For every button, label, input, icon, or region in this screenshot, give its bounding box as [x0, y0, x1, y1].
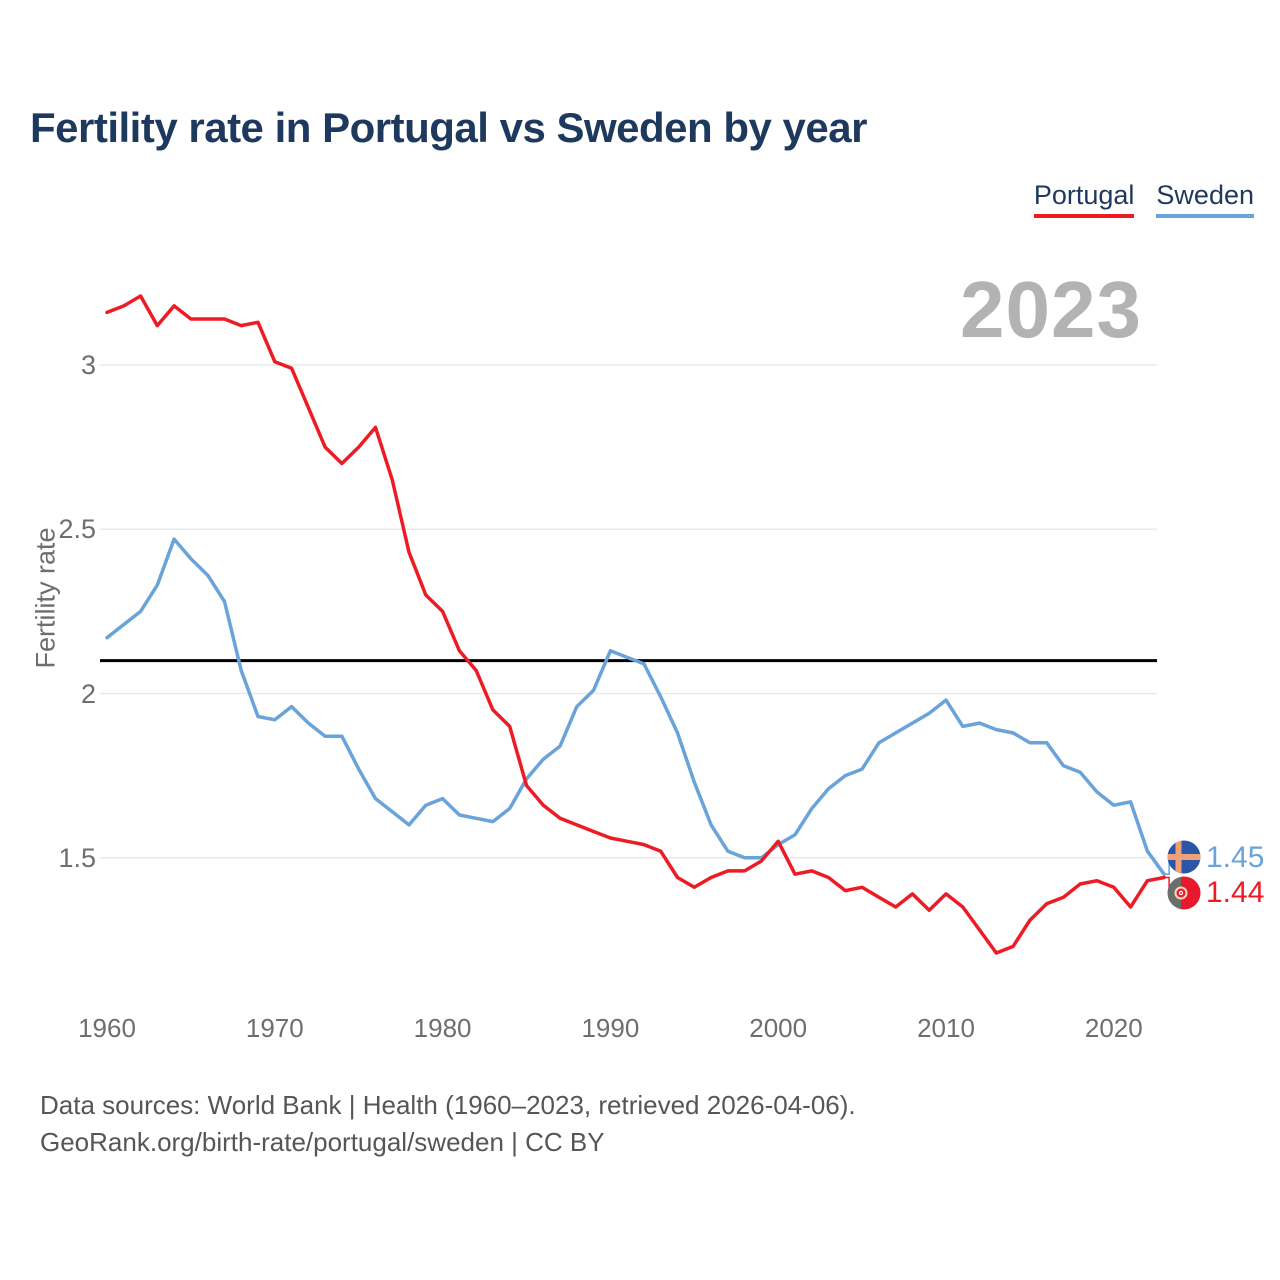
sweden-line	[105, 537, 1166, 876]
sweden-flag-icon	[1167, 840, 1201, 874]
legend-item-sweden[interactable]: Sweden	[1156, 180, 1254, 218]
legend-underline-portugal	[1033, 213, 1135, 218]
portugal-line	[105, 294, 1166, 955]
footer-sources: Data sources: World Bank | Health (1960–…	[40, 1090, 856, 1120]
page-title: Fertility rate in Portugal vs Sweden by …	[30, 104, 867, 151]
x-tick-label: 1980	[413, 1013, 472, 1043]
y-tick-label: 1.5	[58, 842, 96, 873]
portugal-flag-icon	[1167, 876, 1201, 910]
x-tick-label: 2010	[917, 1013, 975, 1043]
legend: Portugal Sweden	[1033, 180, 1254, 218]
x-tick-label: 2000	[749, 1013, 808, 1043]
watermark-year: 2023	[960, 265, 1142, 354]
x-tick-label: 2020	[1084, 1013, 1143, 1043]
x-tick-label: 1960	[78, 1013, 136, 1043]
end-value-sweden: 1.45	[1206, 841, 1265, 874]
footer-attribution: GeoRank.org/birth-rate/portugal/sweden |…	[40, 1127, 605, 1157]
footer: Data sources: World Bank | Health (1960–…	[40, 1087, 856, 1161]
y-tick-label: 2.5	[58, 514, 96, 545]
legend-label-sweden: Sweden	[1156, 180, 1254, 210]
legend-label-portugal: Portugal	[1033, 180, 1135, 210]
x-tick-label: 1970	[245, 1013, 304, 1043]
end-value-portugal: 1.44	[1206, 876, 1265, 909]
x-tick-label: 1990	[581, 1013, 640, 1043]
y-tick-label: 3	[80, 350, 96, 380]
legend-underline-sweden	[1156, 213, 1254, 218]
legend-item-portugal[interactable]: Portugal	[1033, 180, 1135, 218]
y-tick-label: 2	[80, 678, 96, 709]
